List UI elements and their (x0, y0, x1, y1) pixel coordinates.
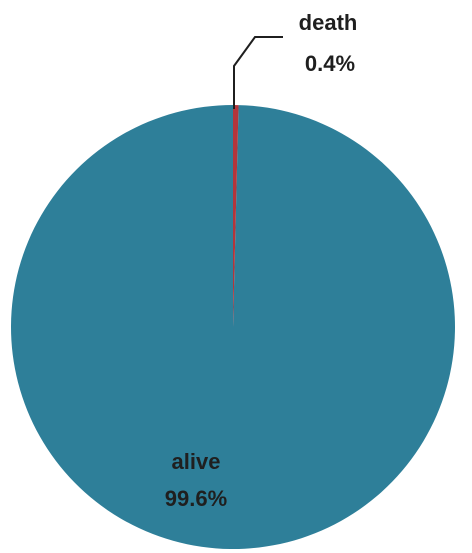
slice-label-alive: alive (172, 449, 221, 474)
pie-leader-lines (233, 36, 283, 109)
slice-value-alive: 99.6% (165, 486, 227, 511)
leader-line-death (233, 36, 283, 109)
slice-label-death: death (299, 10, 358, 35)
pie-slice-death (233, 105, 239, 327)
slice-value-death: 0.4% (305, 51, 355, 76)
pie-slice-alive (11, 105, 456, 549)
pie-slices (11, 105, 456, 549)
